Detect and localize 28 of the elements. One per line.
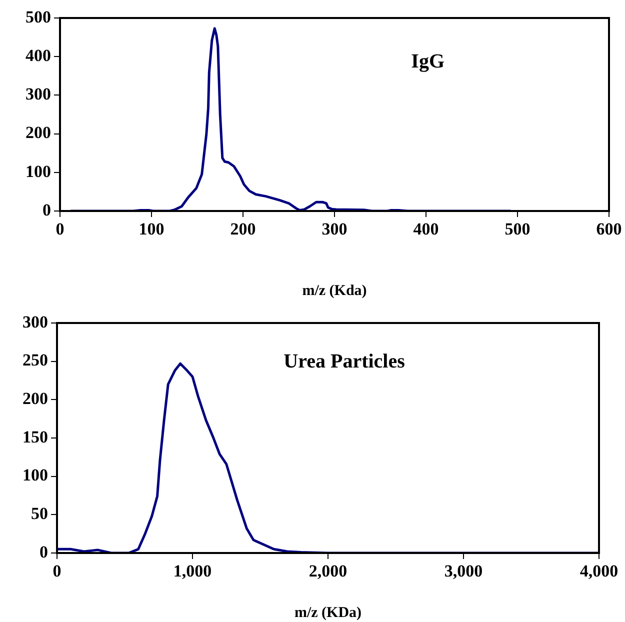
y-tick-label: 50	[31, 504, 48, 524]
y-tick-label: 150	[22, 427, 48, 446]
y-tick-label: 200	[22, 389, 48, 408]
x-axis-title: m/z (KDa)	[294, 604, 362, 621]
annotation: Urea Particles	[284, 350, 406, 372]
y-tick-label: 300	[22, 312, 48, 332]
x-axis-title: m/z (Kda)	[302, 282, 367, 299]
y-tick-label: 0	[40, 542, 48, 562]
x-tick-label: 3,000	[444, 562, 483, 581]
y-tick-label: 400	[26, 46, 51, 65]
annotation: IgG	[411, 50, 445, 73]
y-tick-label: 500	[26, 7, 51, 26]
y-tick-label: 250	[22, 350, 48, 370]
x-tick-label: 400	[413, 220, 439, 239]
x-tick-label: 200	[230, 220, 256, 239]
x-tick-label: 600	[596, 220, 622, 239]
y-tick-label: 100	[26, 162, 51, 181]
x-tick-label: 100	[138, 220, 164, 239]
x-tick-label: 0	[56, 220, 64, 239]
x-tick-label: 4,000	[580, 562, 618, 581]
x-tick-label: 500	[504, 220, 530, 239]
y-tick-label: 100	[22, 466, 48, 485]
x-tick-label: 1,000	[173, 562, 212, 581]
x-tick-label: 300	[322, 220, 348, 239]
x-tick-label: 2,000	[308, 562, 348, 581]
y-tick-label: 0	[42, 200, 51, 220]
y-tick-label: 200	[26, 123, 51, 142]
y-tick-label: 300	[26, 84, 51, 104]
